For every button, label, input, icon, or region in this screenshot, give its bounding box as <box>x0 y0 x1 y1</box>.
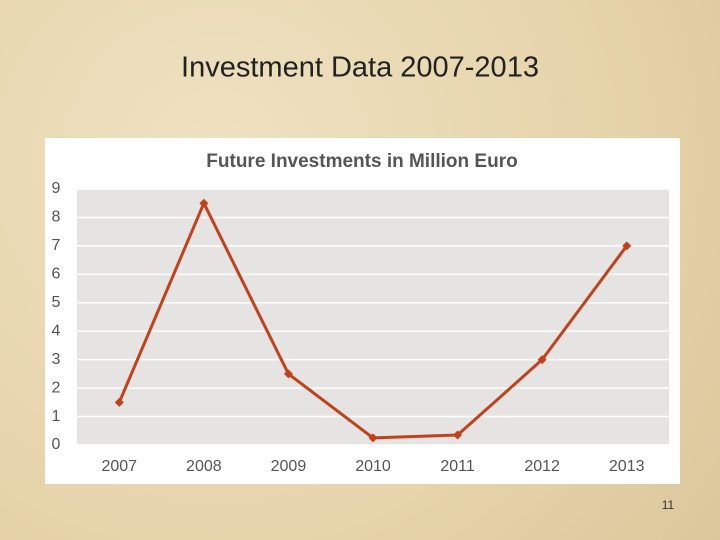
y-tick-label: 4 <box>52 322 61 339</box>
y-tick-label: 9 <box>52 180 61 197</box>
y-tick-label: 3 <box>52 351 61 368</box>
y-tick-label: 5 <box>52 294 61 311</box>
x-tick-label: 2010 <box>355 458 391 475</box>
y-tick-label: 1 <box>52 408 61 425</box>
data-point <box>453 430 463 440</box>
x-tick-label: 2011 <box>440 458 475 475</box>
x-tick-label: 2013 <box>609 458 645 475</box>
data-point <box>199 198 209 208</box>
data-point <box>368 433 378 443</box>
x-tick-label: 2012 <box>524 458 560 475</box>
y-tick-label: 0 <box>52 436 61 453</box>
y-tick-label: 2 <box>52 379 61 396</box>
x-tick-label: 2007 <box>101 458 137 475</box>
data-point <box>537 355 547 365</box>
data-point <box>114 397 124 407</box>
data-point <box>622 241 632 251</box>
x-tick-label: 2008 <box>186 458 222 475</box>
x-tick-label: 2009 <box>271 458 307 475</box>
data-point <box>283 369 293 379</box>
page-number: 11 <box>662 498 675 512</box>
chart-title: Future Investments in Million Euro <box>206 151 517 172</box>
plot-area <box>77 189 669 445</box>
y-tick-label: 7 <box>52 237 61 254</box>
slide-title: Investment Data 2007-2013 <box>181 52 539 84</box>
y-tick-label: 6 <box>52 266 61 283</box>
y-tick-label: 8 <box>52 209 61 226</box>
